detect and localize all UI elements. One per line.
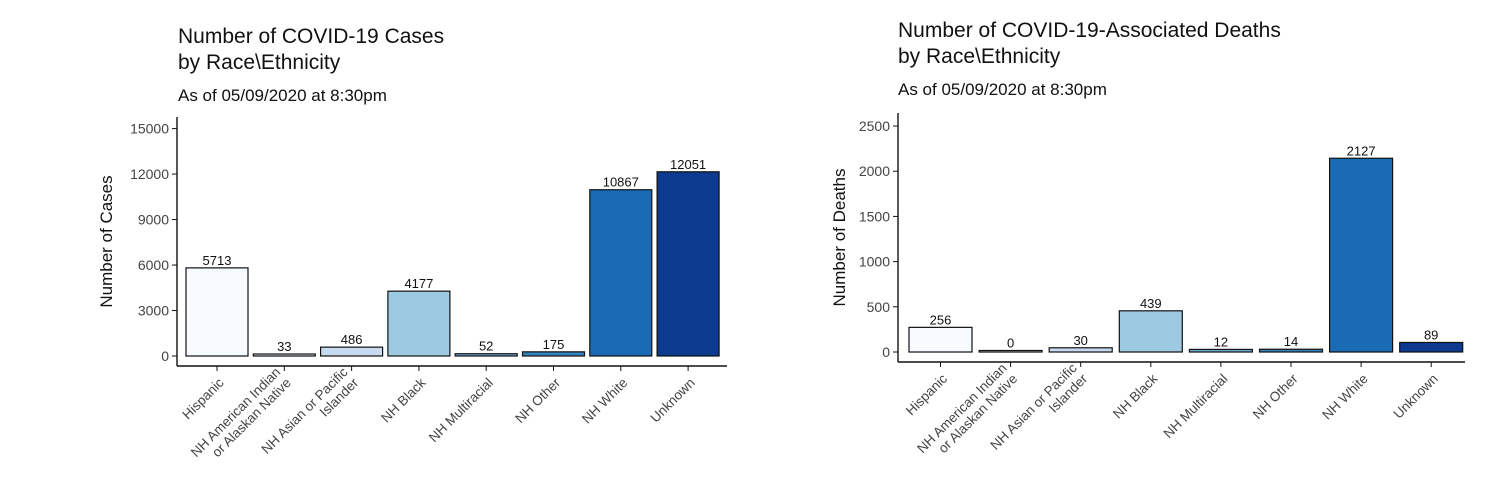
x-tick-label-group: Unknown bbox=[1390, 371, 1440, 421]
bar-value-label: 89 bbox=[1424, 327, 1438, 342]
y-axis-title: Number of Cases bbox=[97, 175, 116, 307]
bar-value-label: 175 bbox=[543, 337, 565, 352]
x-tick-label-group: NH Black bbox=[1110, 371, 1161, 422]
x-tick-label: NH Other bbox=[1250, 371, 1301, 422]
y-tick-label: 0 bbox=[882, 344, 890, 360]
x-tick-label: Unknown bbox=[1390, 371, 1440, 421]
bar-7 bbox=[1399, 341, 1464, 353]
x-tick-label-group: NH Multiracial bbox=[426, 375, 496, 445]
bar-4 bbox=[454, 353, 518, 357]
x-tick-label: NH Black bbox=[1110, 371, 1161, 422]
bar-6 bbox=[1328, 157, 1394, 353]
x-tick-label-group: Hispanic bbox=[179, 375, 226, 422]
y-tick-label: 2500 bbox=[859, 118, 890, 134]
x-tick-label: NH Other bbox=[512, 375, 563, 426]
bar-value-label: 486 bbox=[341, 332, 363, 347]
y-tick-label: 3000 bbox=[138, 303, 169, 319]
deaths-bar-chart: 0 500 1000 1500 2000 2500 Number of Deaths 256 H… bbox=[830, 113, 1465, 456]
bar-value-label: 4177 bbox=[404, 276, 433, 291]
bar-1 bbox=[252, 353, 316, 357]
chart-title-line-1: Number of COVID-19-Associated Deaths bbox=[898, 19, 1281, 42]
bar-value-label: 12 bbox=[1214, 334, 1228, 349]
bar-value-label: 5713 bbox=[203, 253, 232, 268]
bar-5 bbox=[521, 351, 586, 357]
bar-value-label: 2127 bbox=[1347, 143, 1376, 158]
chart-title-line-1: Number of COVID-19 Cases bbox=[178, 25, 445, 48]
x-tick-label-group: NH Other bbox=[512, 375, 563, 426]
x-tick-label-group: NH Black bbox=[378, 375, 429, 426]
x-tick-label-group: NH White bbox=[1319, 371, 1370, 422]
chart-subtitle: As of 05/09/2020 at 8:30pm bbox=[178, 86, 387, 105]
x-tick-label-group: NH Multiracial bbox=[1161, 371, 1231, 441]
bar-value-label: 256 bbox=[930, 312, 952, 327]
y-tick-label: 1000 bbox=[859, 254, 890, 270]
x-tick-label-group: Hispanic bbox=[903, 371, 950, 418]
bar-0 bbox=[185, 267, 249, 357]
y-tick-label: 15000 bbox=[130, 121, 169, 137]
x-tick-label-group: NH White bbox=[579, 375, 630, 426]
chart-title-line-2: by Race\Ethnicity bbox=[178, 51, 341, 74]
bar-value-label: 439 bbox=[1140, 296, 1162, 311]
bar-value-label: 30 bbox=[1073, 333, 1087, 348]
x-tick-label: NH Black bbox=[378, 375, 429, 426]
x-tick-label: NH Multiracial bbox=[426, 375, 496, 445]
x-tick-label-group: NH Other bbox=[1250, 371, 1301, 422]
bar-value-label: 52 bbox=[479, 339, 493, 354]
bar-0 bbox=[908, 326, 973, 353]
bar-6 bbox=[589, 189, 653, 357]
x-tick-label: NH White bbox=[579, 375, 630, 426]
deaths-chart-panel: Number of COVID-19-Associated Deaths by … bbox=[750, 0, 1500, 500]
bar-4 bbox=[1188, 348, 1253, 353]
y-tick-label: 500 bbox=[867, 299, 891, 315]
cases-chart-panel: Number of COVID-19 Cases by Race\Ethnici… bbox=[97, 25, 727, 460]
bar-value-label: 0 bbox=[1007, 336, 1014, 351]
y-tick-label: 6000 bbox=[138, 257, 169, 273]
bar-value-label: 10867 bbox=[603, 175, 639, 190]
y-tick-label: 1500 bbox=[859, 208, 890, 224]
y-tick-label: 0 bbox=[161, 348, 169, 364]
bar-3 bbox=[1118, 310, 1183, 353]
bar-value-label: 14 bbox=[1284, 334, 1298, 349]
cases-bar-chart: 0 3000 6000 9000 12000 15000 Number of Cases 57… bbox=[97, 117, 727, 460]
y-tick-label: 2000 bbox=[859, 163, 890, 179]
bar-5 bbox=[1258, 348, 1324, 353]
bar-2 bbox=[1048, 347, 1113, 353]
x-tick-label: NH Multiracial bbox=[1161, 371, 1231, 441]
bar-1 bbox=[978, 349, 1043, 353]
bar-value-label: 33 bbox=[277, 339, 291, 354]
bar-2 bbox=[320, 346, 384, 357]
x-tick-label: Hispanic bbox=[903, 371, 950, 418]
chart-title-line-2: by Race\Ethnicity bbox=[898, 45, 1061, 68]
x-tick-label: Hispanic bbox=[179, 375, 226, 422]
y-axis-title: Number of Deaths bbox=[830, 169, 849, 307]
bar-7 bbox=[656, 171, 720, 357]
y-tick-label: 12000 bbox=[130, 166, 169, 182]
bar-3 bbox=[387, 290, 451, 357]
x-tick-label: NH White bbox=[1319, 371, 1370, 422]
chart-subtitle: As of 05/09/2020 at 8:30pm bbox=[898, 80, 1107, 99]
x-tick-label-group: Unknown bbox=[647, 375, 697, 425]
y-tick-label: 9000 bbox=[138, 212, 169, 228]
x-tick-label: Unknown bbox=[647, 375, 697, 425]
bar-value-label: 12051 bbox=[670, 157, 706, 172]
